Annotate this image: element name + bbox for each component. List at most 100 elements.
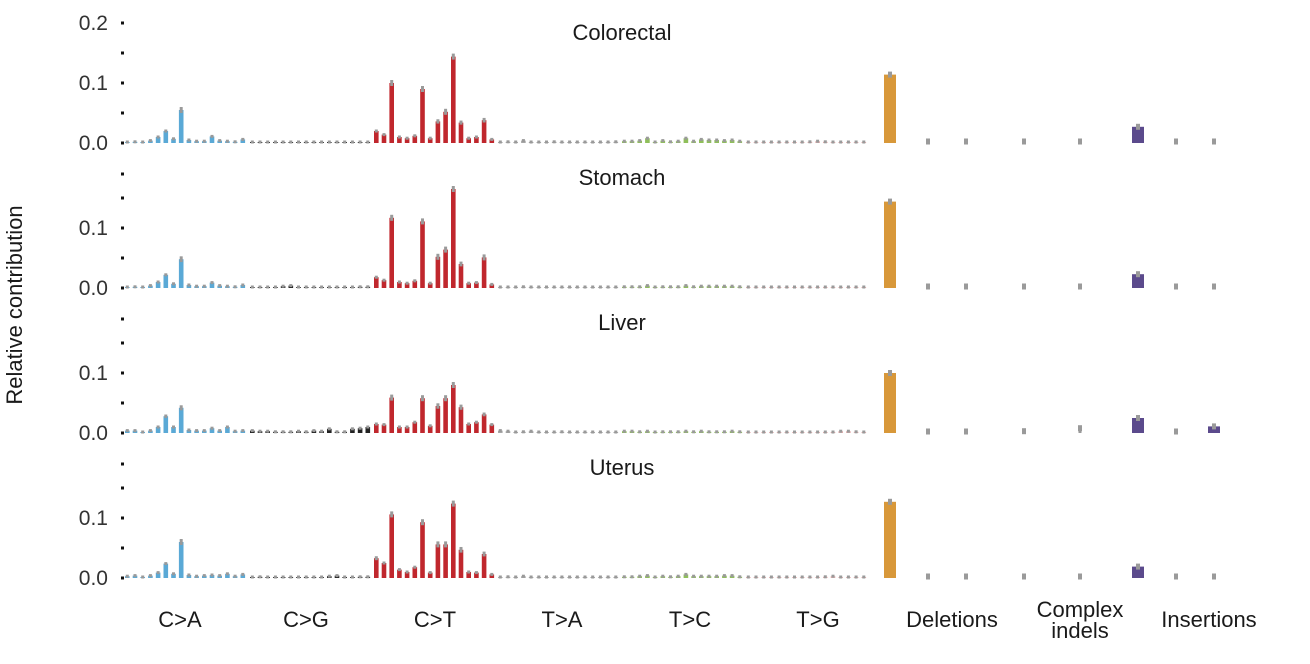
error-bar [451,500,455,507]
error-bar [661,285,665,289]
error-bar [645,429,649,433]
error-bar [273,575,277,579]
error-bar [297,429,300,433]
error-bar [568,575,572,579]
bar-insertions [1132,274,1144,288]
error-bar [715,430,719,434]
bar-ctot [412,567,418,578]
error-bar [684,284,688,288]
error-bar [808,575,812,579]
error-bar [273,285,277,289]
error-bar [210,281,214,285]
error-bar [164,414,168,418]
error-bar [707,574,711,578]
error-bar [459,261,463,267]
bar-ctot [481,257,487,288]
error-bar [281,284,285,288]
bar-ctot [420,89,425,143]
bar-ttoc [699,139,704,143]
y-minor-tick [121,111,124,115]
error-bar [1212,573,1216,580]
y-tick-label: 0.0 [79,422,108,445]
error-bar [405,136,409,140]
error-bar [467,422,471,426]
error-bar [474,571,478,575]
bar-ctot [489,574,495,578]
error-bar [312,285,316,289]
error-bar [133,140,137,144]
error-bar [537,285,541,289]
error-bar [164,129,168,133]
error-bar [482,551,486,557]
bar-ctot [397,137,402,143]
error-bar [846,285,850,289]
error-bar [250,429,254,433]
error-bar [225,572,229,576]
bar-ctoa [171,138,176,143]
panel-title: Stomach [579,165,666,190]
error-bar [591,575,595,579]
error-bar [1136,271,1140,278]
error-bar [769,140,773,144]
error-bar [289,140,293,144]
error-bar [459,120,463,125]
error-bar [816,139,820,143]
error-bar [444,108,448,115]
error-bar [552,575,556,579]
error-bar [482,412,486,417]
panel-stomach: Stomach 0.1 0.0 [79,165,1216,300]
error-bar [1174,283,1178,290]
error-bar [281,575,285,579]
error-bar [769,285,773,289]
bar-ctoa [178,110,184,143]
error-bar [421,86,424,92]
error-bar [707,138,711,142]
bar-insertions [1132,418,1144,433]
error-bar [676,285,680,289]
error-bar [598,430,602,434]
error-bar [195,429,199,433]
error-bar [964,573,968,580]
bar-ctot [412,422,418,433]
bar-ctot [427,572,433,578]
bar-ctot [458,122,464,143]
y-minor-tick [121,546,124,550]
error-bar [583,140,587,144]
error-bar [210,426,214,430]
error-bar [258,575,262,579]
bar-ctoa [225,427,230,433]
error-bar [730,138,734,142]
error-bar [179,405,183,411]
bar-ctot [474,282,479,288]
error-bar [521,139,525,143]
error-bar [746,575,750,579]
error-bar [606,285,610,289]
error-bar [390,394,394,401]
error-bar [397,280,401,284]
error-bar [762,140,766,144]
error-bar [1022,138,1026,145]
error-bar [405,570,409,574]
bar-ctot [412,135,418,143]
error-bar [854,430,858,434]
error-bar [304,140,308,144]
error-bar [926,573,930,580]
error-bar [467,136,471,140]
error-bar [793,575,796,579]
error-bar [1136,123,1140,130]
error-bar [436,119,440,124]
error-bar [1174,138,1178,145]
error-bar [537,575,541,579]
bar-ctot [420,522,425,578]
error-bar [335,430,339,434]
error-bar [225,425,229,429]
error-bar [382,133,386,137]
y-tick-label: 0.0 [79,567,108,590]
error-bar [785,430,789,434]
error-bar [241,283,245,287]
error-bar [172,282,175,286]
y-tick-label: 0.2 [79,12,108,35]
error-bar [653,575,657,579]
y-minor-tick [121,341,124,345]
bar-ctot [381,424,387,433]
